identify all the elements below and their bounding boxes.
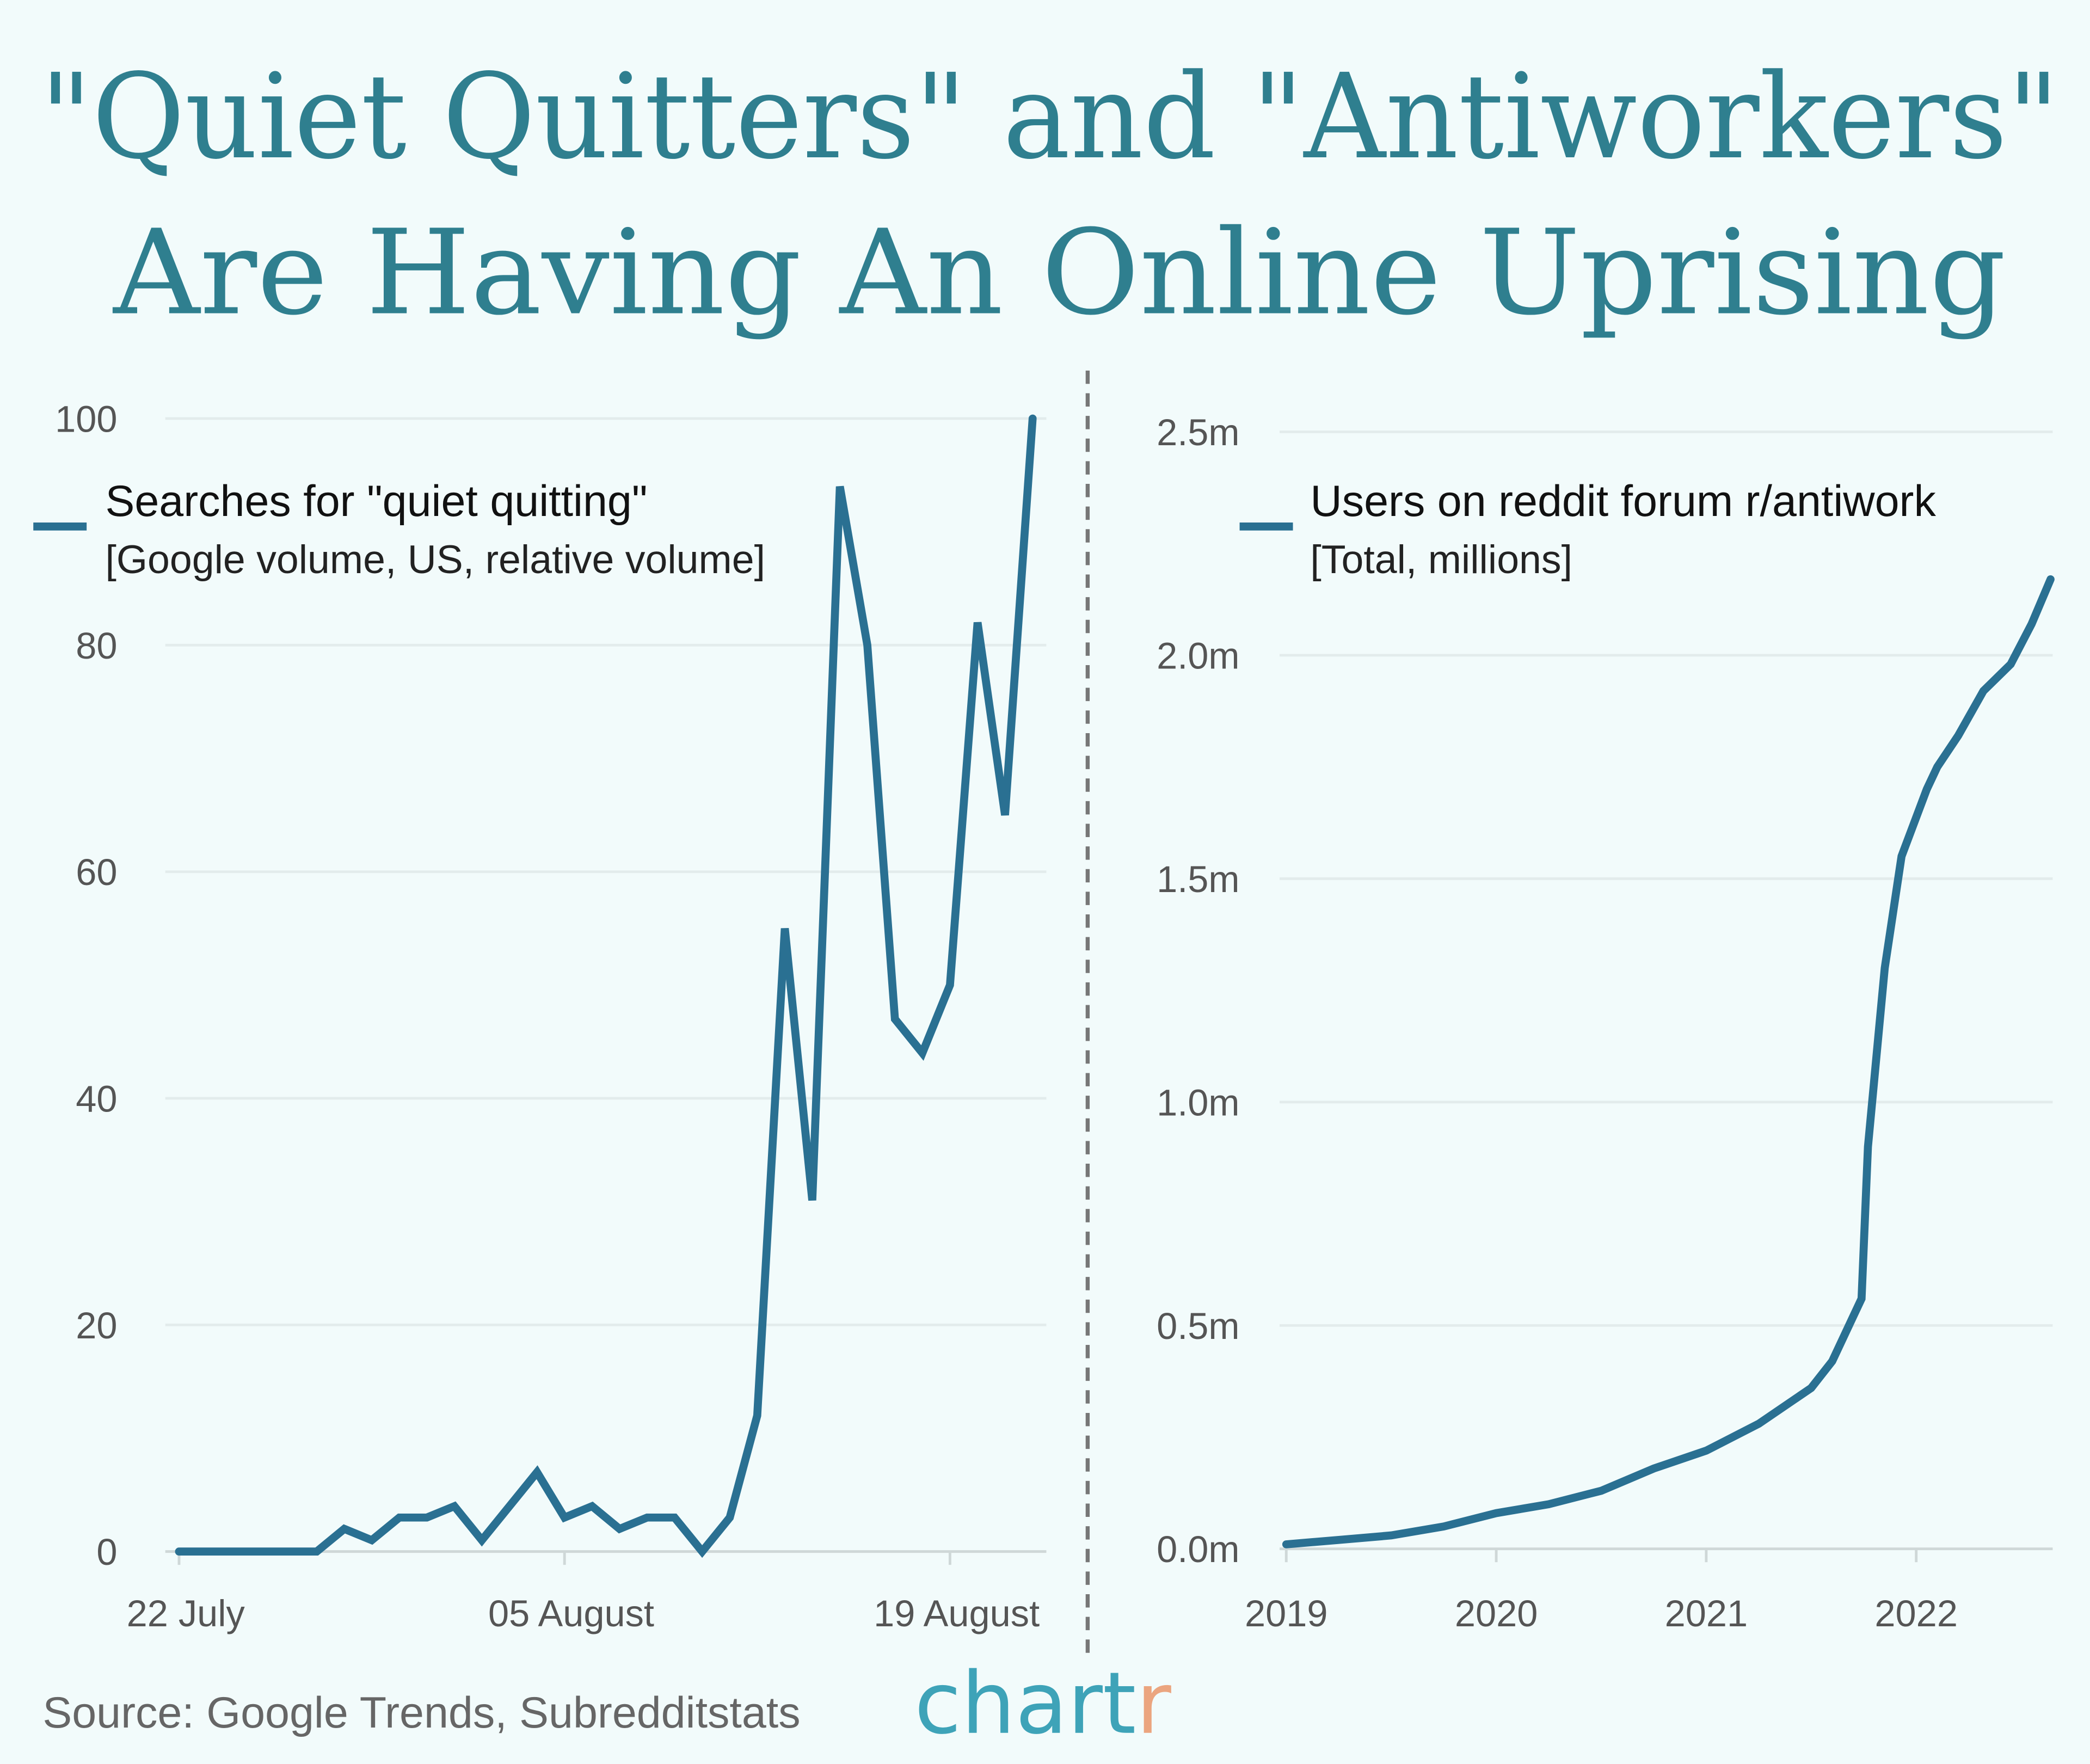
x-tick-label: 2022	[1874, 1593, 1958, 1634]
x-tick-label: 05 August	[488, 1593, 654, 1634]
title-line-2: Are Having An Online Uprising	[112, 205, 2006, 341]
y-tick-label: 2.0m	[1157, 635, 1239, 677]
x-tick-label: 2020	[1455, 1593, 1538, 1634]
logo-main: chart	[914, 1654, 1136, 1753]
series-line	[175, 414, 1037, 1558]
legend-swatch	[1239, 523, 1293, 531]
legend-title: Users on reddit forum r/antiwork	[1310, 477, 1936, 526]
x-tick-label: 19 August	[874, 1593, 1040, 1634]
left-chart-quiet-quitting: Searches for "quiet quitting" [Google vo…	[33, 398, 1047, 1634]
y-tick-label: 1.0m	[1157, 1081, 1239, 1123]
logo-accent: r	[1136, 1654, 1171, 1753]
series-line	[1282, 575, 2055, 1548]
y-tick-label: 60	[76, 851, 117, 893]
x-tick-label: 2021	[1665, 1593, 1748, 1634]
legend-swatch	[33, 523, 87, 531]
legend-subtitle: [Google volume, US, relative volume]	[105, 537, 765, 582]
legend-subtitle: [Total, millions]	[1310, 537, 1572, 582]
x-tick-label: 2019	[1245, 1593, 1328, 1634]
y-tick-label: 2.5m	[1157, 411, 1239, 453]
y-tick-label: 80	[76, 625, 117, 667]
x-tick-label: 22 July	[127, 1593, 245, 1634]
y-tick-label: 1.5m	[1157, 858, 1239, 900]
chartr-logo: chartr	[914, 1654, 1171, 1753]
y-tick-label: 0.5m	[1157, 1305, 1239, 1347]
y-tick-label: 100	[55, 398, 117, 440]
y-tick-label: 40	[76, 1078, 117, 1120]
title-line-1: "Quiet Quitters" and "Antiworkers"	[40, 48, 2059, 185]
source-note: Source: Google Trends, Subredditstats	[42, 1688, 800, 1737]
legend-title: Searches for "quiet quitting"	[105, 477, 647, 526]
y-tick-label: 20	[76, 1305, 117, 1347]
right-chart-antiwork-users: Users on reddit forum r/antiwork [Total,…	[1157, 411, 2055, 1634]
y-tick-label: 0	[96, 1531, 117, 1573]
y-tick-label: 0.0m	[1157, 1528, 1239, 1570]
